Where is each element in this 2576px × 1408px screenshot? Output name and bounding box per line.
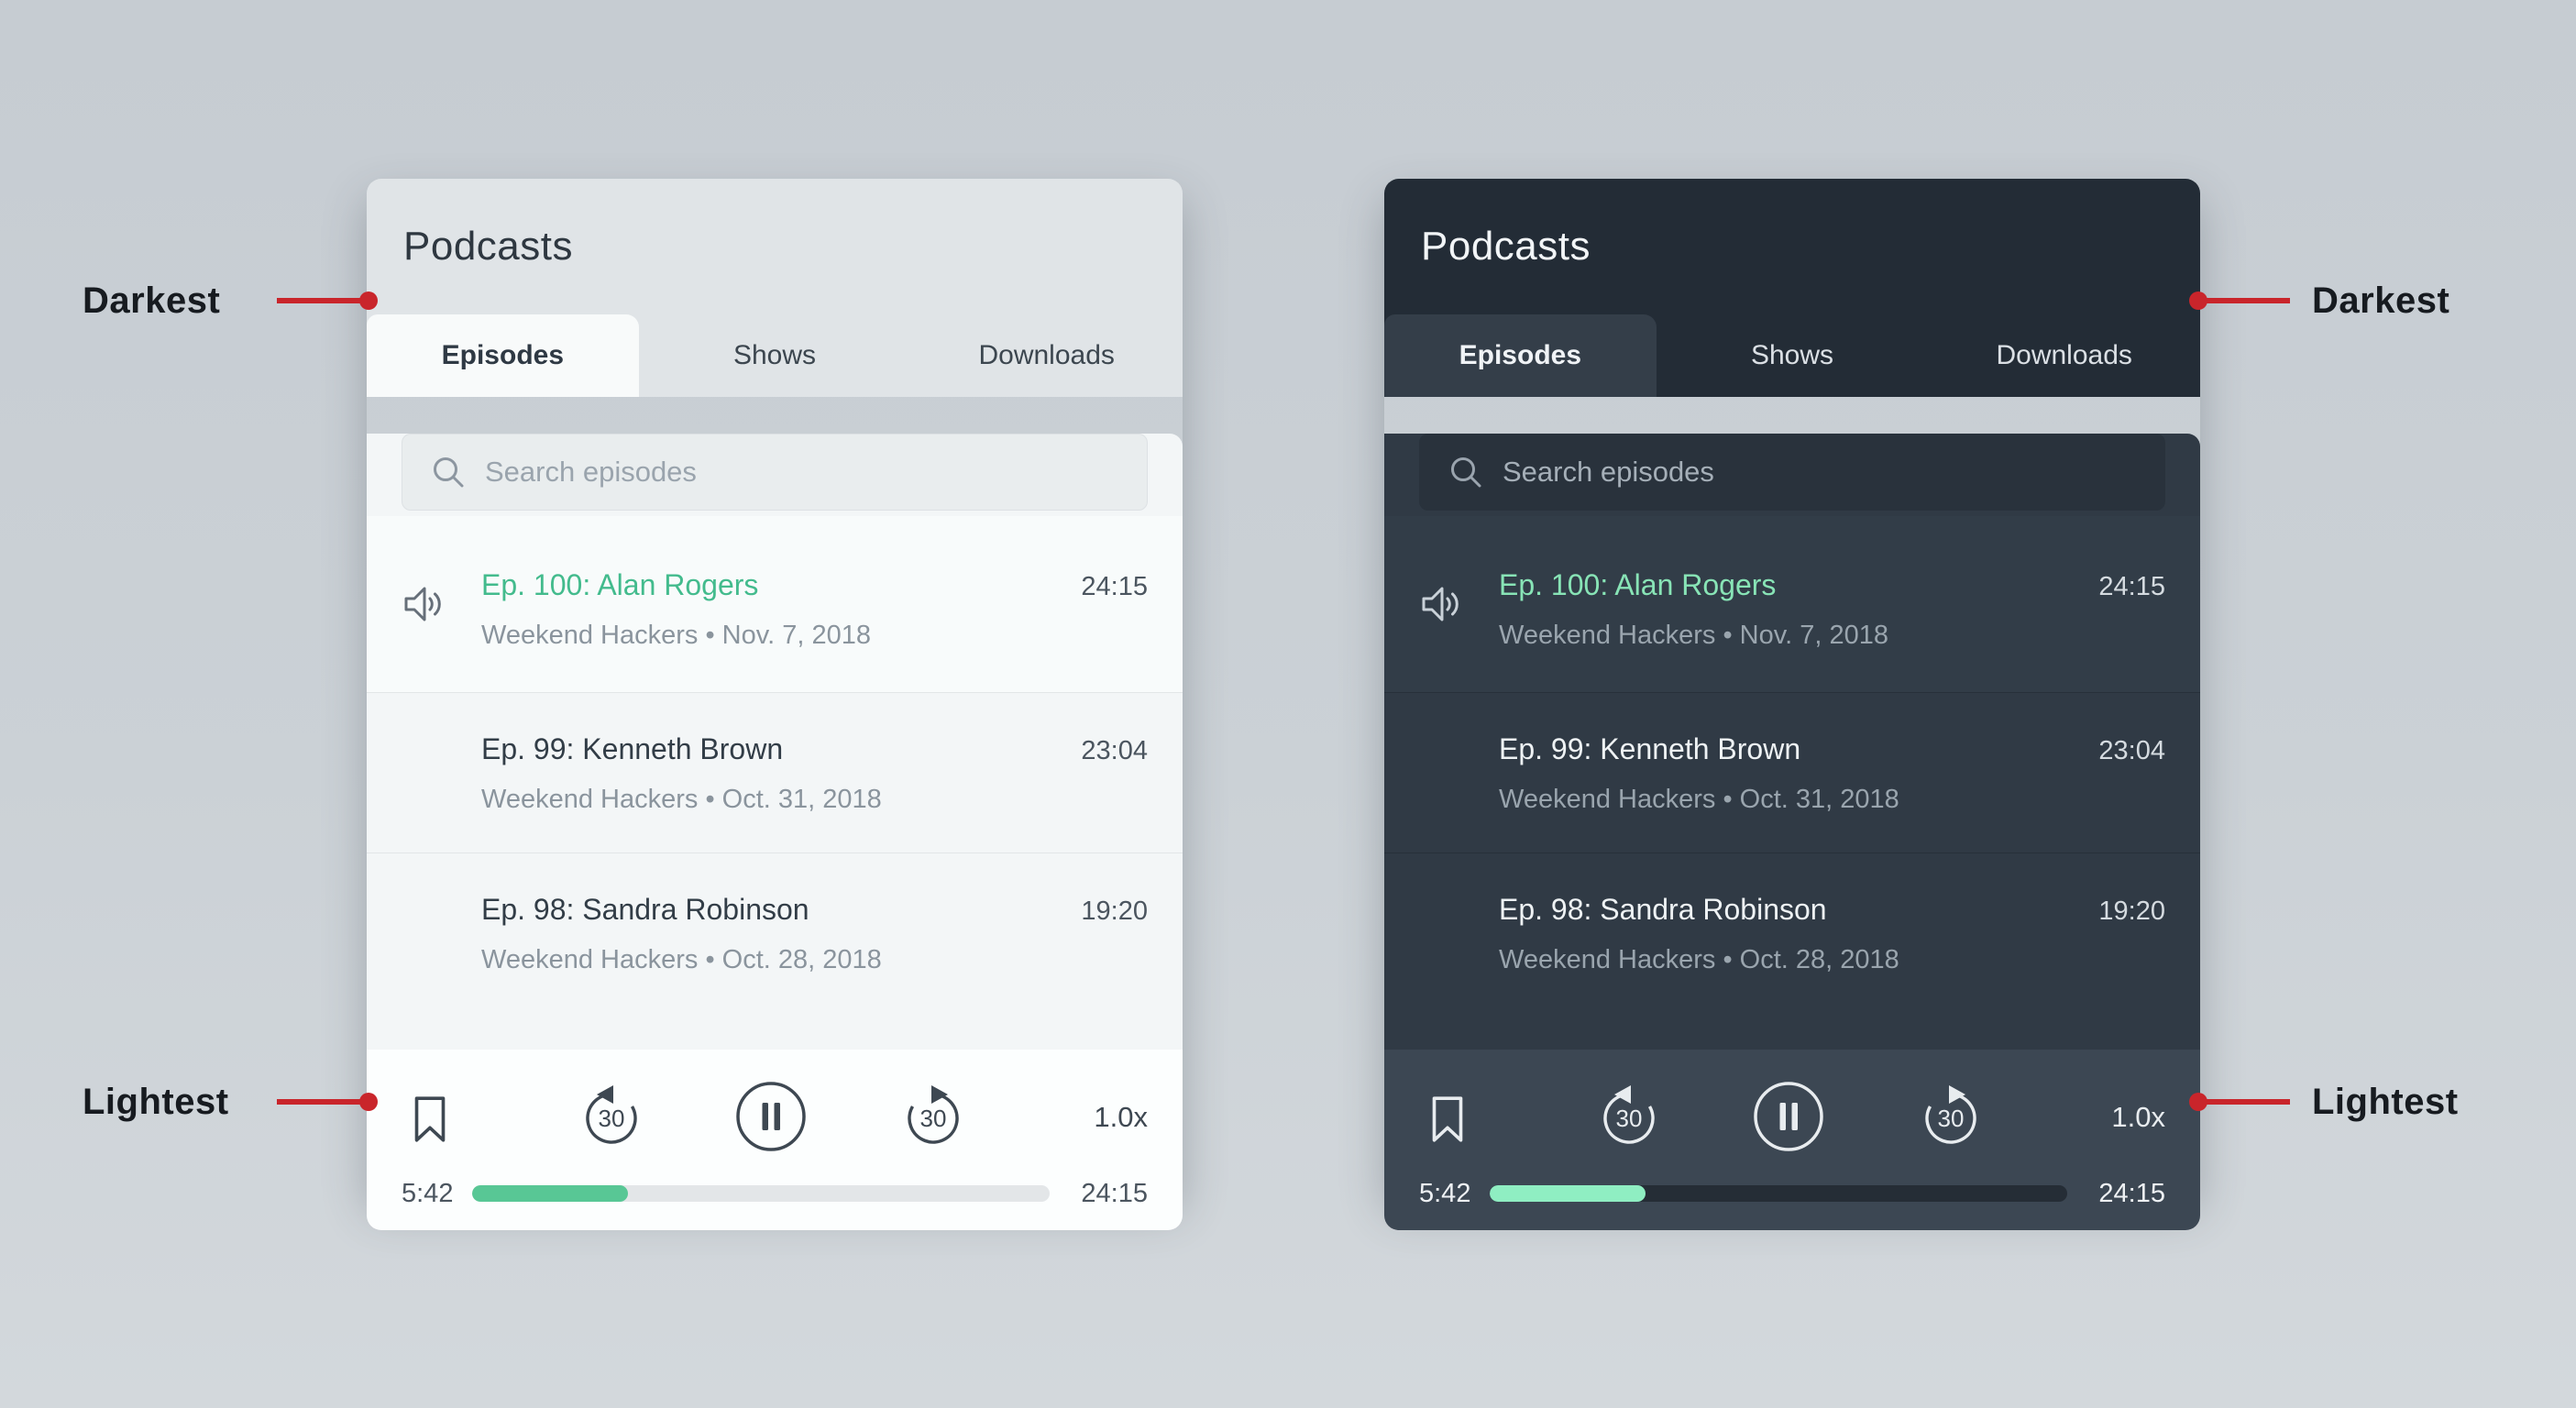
progress-bar[interactable]: [472, 1185, 1050, 1202]
card-header: Podcasts: [367, 179, 1183, 314]
search-input[interactable]: [1503, 456, 2139, 489]
callout-line: [277, 1093, 378, 1111]
tab-shows[interactable]: Shows: [732, 340, 817, 370]
callout-darkest-left: Darkest: [83, 277, 378, 324]
skip-back-value: 30: [1616, 1105, 1643, 1132]
episode-row[interactable]: Ep. 98: Sandra Robinson 19:20 Weekend Ha…: [367, 852, 1183, 1013]
episodes-panel: Ep. 100: Alan Rogers 24:15 Weekend Hacke…: [1384, 434, 2200, 1050]
episode-duration: 23:04: [1081, 735, 1148, 765]
episode-title: Ep. 100: Alan Rogers: [1499, 567, 1777, 601]
progress-fill: [1490, 1185, 1646, 1202]
callout-dot: [2189, 1093, 2207, 1111]
episode-title: Ep. 98: Sandra Robinson: [1499, 892, 1827, 926]
episode-meta: Weekend Hackers • Oct. 28, 2018: [1499, 944, 1899, 974]
pause-button[interactable]: [729, 1074, 813, 1159]
callout-label: Darkest: [2312, 280, 2450, 321]
progress-fill: [472, 1185, 629, 1202]
podcast-card-light: Podcasts Episodes Shows Downloads Ep. 10…: [367, 179, 1183, 1230]
card-header: Podcasts: [1384, 179, 2200, 314]
episodes-panel: Ep. 100: Alan Rogers 24:15 Weekend Hacke…: [367, 434, 1183, 1050]
callout-dot: [359, 1093, 378, 1111]
pause-icon: [729, 1074, 813, 1159]
speaker-icon: [1417, 580, 1465, 628]
bookmark-icon: [1425, 1093, 1470, 1146]
episode-duration: 19:20: [2098, 896, 2165, 926]
skip-forward-value: 30: [1938, 1105, 1965, 1132]
total-time: 24:15: [1081, 1179, 1148, 1208]
episode-duration: 24:15: [1081, 571, 1148, 601]
callout-label: Lightest: [2312, 1081, 2459, 1122]
search-icon: [428, 452, 468, 492]
callout-line: [277, 292, 378, 310]
callout-label: Darkest: [83, 280, 221, 321]
search-box[interactable]: [402, 434, 1148, 511]
episode-duration: 23:04: [2098, 735, 2165, 765]
episode-row-playing[interactable]: Ep. 100: Alan Rogers 24:15 Weekend Hacke…: [367, 516, 1183, 692]
tab-bar: Episodes Shows Downloads: [367, 314, 1183, 397]
callout-lightest-left: Lightest: [83, 1078, 378, 1126]
episode-title: Ep. 100: Alan Rogers: [481, 567, 759, 601]
player-bar: 30 30 1.0x 5:42 24:15: [367, 1050, 1183, 1230]
page-title: Podcasts: [403, 224, 573, 269]
speaker-icon: [400, 580, 447, 628]
tab-bar: Episodes Shows Downloads: [1384, 314, 2200, 397]
elapsed-time: 5:42: [402, 1179, 454, 1208]
episode-meta: Weekend Hackers • Oct. 31, 2018: [1499, 784, 1899, 814]
callout-lightest-right: Lightest: [2189, 1078, 2459, 1126]
search-icon: [1446, 452, 1486, 492]
page-title: Podcasts: [1421, 224, 1591, 269]
forward-30-icon: 30: [1917, 1083, 1985, 1150]
playback-speed[interactable]: 1.0x: [1094, 1101, 1148, 1133]
search-box[interactable]: [1419, 434, 2165, 511]
pause-button[interactable]: [1746, 1074, 1831, 1159]
callout-line: [2189, 1093, 2290, 1111]
tab-downloads[interactable]: Downloads: [1996, 340, 2132, 370]
podcast-card-dark: Podcasts Episodes Shows Downloads Ep. 10…: [1384, 179, 2200, 1230]
episode-title: Ep. 98: Sandra Robinson: [481, 892, 809, 926]
bookmark-icon: [407, 1093, 453, 1146]
rewind-30-icon: 30: [1595, 1083, 1663, 1150]
episode-title: Ep. 99: Kenneth Brown: [1499, 732, 1801, 765]
episode-row[interactable]: Ep. 98: Sandra Robinson 19:20 Weekend Ha…: [1384, 852, 2200, 1013]
bookmark-button[interactable]: [1425, 1093, 1470, 1146]
episode-meta: Weekend Hackers • Oct. 31, 2018: [481, 784, 882, 814]
callout-dot: [2189, 292, 2207, 310]
progress-bar[interactable]: [1490, 1185, 2067, 1202]
rewind-30-icon: 30: [578, 1083, 645, 1150]
bookmark-button[interactable]: [407, 1093, 453, 1146]
elapsed-time: 5:42: [1419, 1179, 1471, 1208]
episode-row[interactable]: Ep. 99: Kenneth Brown 23:04 Weekend Hack…: [367, 692, 1183, 852]
skip-forward-value: 30: [920, 1105, 947, 1132]
callout-line: [2189, 292, 2290, 310]
skip-forward-button[interactable]: 30: [1917, 1083, 1985, 1150]
player-bar: 30 30 1.0x 5:42 24:15: [1384, 1050, 2200, 1230]
episode-meta: Weekend Hackers • Nov. 7, 2018: [1499, 620, 1888, 650]
tab-downloads[interactable]: Downloads: [978, 340, 1115, 370]
episode-title: Ep. 99: Kenneth Brown: [481, 732, 784, 765]
episode-row[interactable]: Ep. 99: Kenneth Brown 23:04 Weekend Hack…: [1384, 692, 2200, 852]
total-time: 24:15: [2098, 1179, 2165, 1208]
pause-icon: [1746, 1074, 1831, 1159]
callout-darkest-right: Darkest: [2189, 277, 2450, 324]
forward-30-icon: 30: [899, 1083, 967, 1150]
tab-episodes[interactable]: Episodes: [1384, 314, 1657, 397]
episode-duration: 24:15: [2098, 571, 2165, 601]
skip-forward-button[interactable]: 30: [899, 1083, 967, 1150]
playback-speed[interactable]: 1.0x: [2111, 1101, 2165, 1133]
skip-back-button[interactable]: 30: [578, 1083, 645, 1150]
search-input[interactable]: [485, 456, 1121, 489]
tab-shows[interactable]: Shows: [1750, 340, 1834, 370]
episode-meta: Weekend Hackers • Nov. 7, 2018: [481, 620, 871, 650]
episode-meta: Weekend Hackers • Oct. 28, 2018: [481, 944, 882, 974]
callout-label: Lightest: [83, 1081, 229, 1122]
tab-episodes[interactable]: Episodes: [367, 314, 639, 397]
callout-dot: [359, 292, 378, 310]
episode-row-playing[interactable]: Ep. 100: Alan Rogers 24:15 Weekend Hacke…: [1384, 516, 2200, 692]
skip-back-value: 30: [599, 1105, 625, 1132]
episode-duration: 19:20: [1081, 896, 1148, 926]
skip-back-button[interactable]: 30: [1595, 1083, 1663, 1150]
